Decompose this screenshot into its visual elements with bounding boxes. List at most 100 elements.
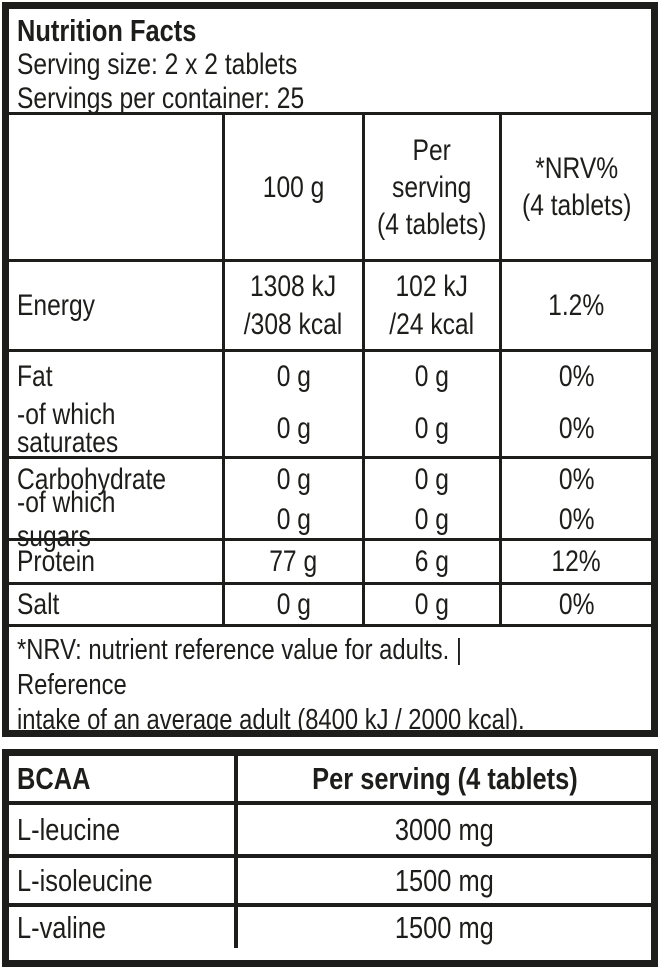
nrv-footnote-text: *NRV: nutrient reference value for adult… [17,634,525,736]
value-per-serving-text: 102 kJ /24 kcal [389,269,475,341]
value-per-serving: 0 g [362,585,499,624]
value-nrv-text: 1.2% [548,288,605,322]
value-per-100g: 77 g [222,541,362,582]
bcaa-row-l-leucine: L-leucine 3000 mg [9,805,651,858]
bcaa-ingredient-label-text: L-valine [17,909,107,945]
servings-per-container-line: Servings per container: 25 [17,82,641,116]
value-per-100g: 0 g [222,585,362,624]
value-per-100g: 0 g [222,402,362,456]
col-header-nrv: *NRV% (4 tablets) [499,115,651,259]
value-per-serving: 0 g [362,402,499,456]
value-per-100g: 1308 kJ /308 kcal [222,262,362,349]
bcaa-col-header-name: BCAA [9,756,234,801]
nutrient-row-fat: Fat 0 g 0 g 0% [9,352,651,402]
nutrient-row-salt: Salt 0 g 0 g 0% [9,585,651,627]
bcaa-ingredient-label: L-valine [9,907,234,948]
value-nrv-text: 0% [558,412,595,445]
nutrient-label-text: Energy [17,288,95,322]
value-per-100g-text: 77 g [269,544,318,578]
value-per-100g-text: 1308 kJ /308 kcal [244,269,343,341]
bcaa-ingredient-label-text: L-leucine [17,811,121,847]
nutrient-label: -of which sugars [9,486,222,553]
value-nrv: 0% [499,402,651,456]
value-nrv-text: 0% [558,587,595,621]
value-per-100g: 0 g [222,501,362,538]
nutrient-label: Protein [9,541,222,582]
value-nrv-text: 0% [558,463,595,496]
bcaa-amount: 1500 mg [234,907,651,948]
value-per-100g-text: 0 g [276,502,311,536]
value-per-100g-text: 0 g [276,587,311,621]
nutrient-label-text: Protein [17,544,95,578]
value-nrv: 0% [499,501,651,538]
nutrient-label-text: Salt [17,587,60,621]
col-header-per-serving-text: Per serving (4 tablets) [377,133,487,241]
value-nrv: 0% [499,459,651,501]
nutrient-row-energy: Energy 1308 kJ /308 kcal 102 kJ /24 kcal… [9,262,651,352]
nutrient-label-text: Fat [17,360,53,393]
value-per-serving: 0 g [362,459,499,501]
nutrient-label-text: -of which sugars [17,485,116,553]
value-per-100g: 0 g [222,352,362,402]
nutrient-label: Carbohydrate [9,459,222,501]
bcaa-col-header-name-text: BCAA [17,760,91,796]
value-nrv: 1.2% [499,262,651,349]
nutrient-row-carbohydrate: Carbohydrate 0 g 0 g 0% [9,459,651,501]
serving-size-text: Serving size: 2 x 2 tablets [17,48,298,81]
value-per-serving: 102 kJ /24 kcal [362,262,499,349]
value-nrv: 12% [499,541,651,582]
value-per-serving-text: 0 g [414,502,450,536]
bcaa-ingredient-label: L-isoleucine [9,858,234,903]
nrv-footnote: *NRV: nutrient reference value for adult… [9,627,651,736]
value-nrv: 0% [499,352,651,402]
value-per-serving-text: 6 g [414,544,450,578]
bcaa-amount: 1500 mg [234,858,651,903]
bcaa-col-header-per-serving: Per serving (4 tablets) [234,756,651,801]
value-per-serving: 0 g [362,501,499,538]
page-title: Nutrition Facts [17,13,197,48]
col-header-per-serving: Per serving (4 tablets) [362,115,499,259]
value-per-100g-text: 0 g [276,412,311,445]
nutrient-label: Energy [9,262,222,349]
value-nrv-text: 0% [558,502,595,536]
nutrition-facts-panel: Nutrition Facts Serving size: 2 x 2 tabl… [2,2,658,737]
nutrient-label: Salt [9,585,222,624]
value-per-100g-text: 0 g [276,360,311,393]
bcaa-ingredient-label-text: L-isoleucine [17,862,153,898]
nutrient-label-text: Carbohydrate [17,463,167,496]
servings-per-container-text: Servings per container: 25 [17,82,305,115]
value-nrv-text: 12% [551,544,602,578]
column-header-row: 100 g Per serving (4 tablets) *NRV% (4 t… [9,115,651,262]
value-per-100g-text: 0 g [276,463,311,496]
value-per-serving-text: 0 g [414,412,450,445]
bcaa-col-header-per-serving-text: Per serving (4 tablets) [311,760,578,796]
bcaa-row-l-valine: L-valine 1500 mg [9,907,651,948]
nutrient-row-sugars: -of which sugars 0 g 0 g 0% [9,486,651,553]
serving-size-line: Serving size: 2 x 2 tablets [17,48,641,82]
label-header: Nutrition Facts Serving size: 2 x 2 tabl… [9,9,651,115]
nutrient-row-protein: Protein 77 g 6 g 12% [9,541,651,585]
bcaa-header-row: BCAA Per serving (4 tablets) [9,756,651,805]
bcaa-amount: 3000 mg [234,805,651,854]
nutrient-label-text: -of which saturates [17,398,119,459]
col-header-blank [9,115,222,259]
bcaa-amount-text: 3000 mg [395,811,494,847]
bcaa-amount-text: 1500 mg [395,909,494,945]
value-per-serving: 0 g [362,352,499,402]
col-header-100g-text: 100 g [262,170,325,204]
value-per-serving-text: 0 g [414,463,450,496]
value-per-serving-text: 0 g [414,360,450,393]
nutrient-label: Fat [9,352,222,402]
page-title-wrap: Nutrition Facts [17,14,641,48]
col-header-100g: 100 g [222,115,362,259]
nutrient-label: -of which saturates [9,398,222,459]
bcaa-row-l-isoleucine: L-isoleucine 1500 mg [9,858,651,907]
bcaa-ingredient-label: L-leucine [9,805,234,854]
bcaa-amount-text: 1500 mg [395,862,494,898]
value-nrv: 0% [499,585,651,624]
col-header-nrv-text: *NRV% (4 tablets) [521,152,632,222]
value-per-serving: 6 g [362,541,499,582]
value-per-serving-text: 0 g [414,587,450,621]
value-nrv-text: 0% [558,360,595,393]
